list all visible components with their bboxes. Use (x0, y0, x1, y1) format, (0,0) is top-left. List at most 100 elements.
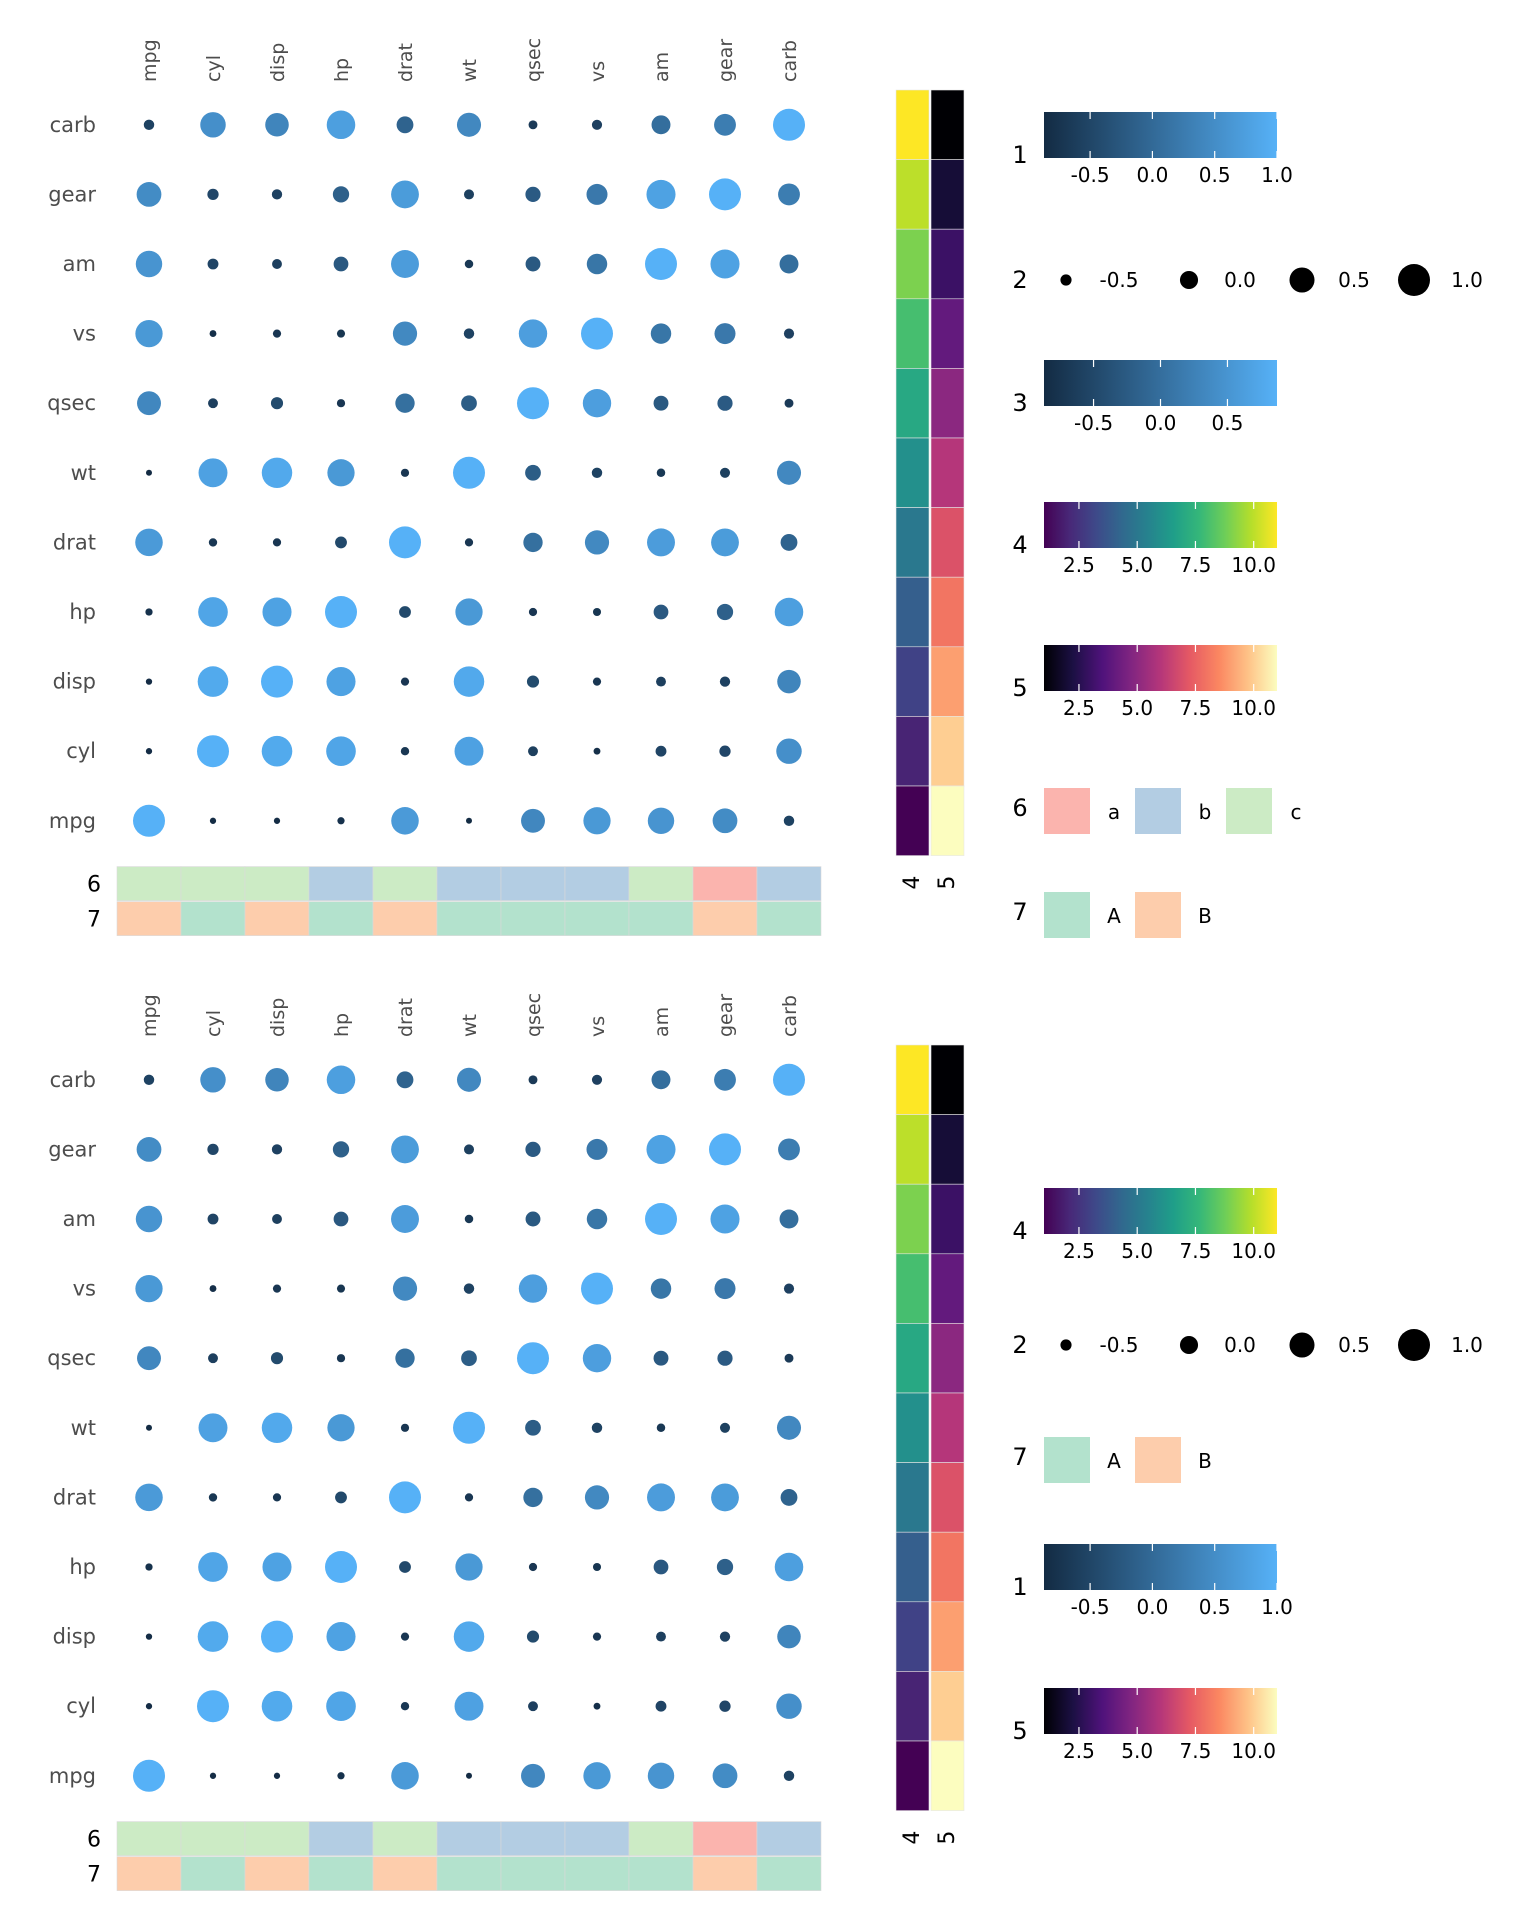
annotation-5-cell (930, 1253, 965, 1324)
annotation-6-cell (372, 1821, 438, 1856)
correlation-dot (778, 1138, 800, 1161)
colorbar-tick-label: 5.0 (1121, 1739, 1153, 1763)
correlation-dot (717, 395, 733, 411)
row-label: am (63, 1207, 96, 1231)
legend-1: 1 -0.5 0.0 0.5 1.0 (1012, 1544, 1293, 1619)
correlation-dot (586, 253, 608, 275)
annotation-7-cell (116, 901, 182, 936)
correlation-dot (197, 735, 229, 768)
correlation-dot (525, 464, 541, 481)
column-label: cyl (203, 55, 225, 82)
correlation-dot (209, 817, 217, 824)
correlation-dot (463, 1144, 475, 1155)
correlation-dot (198, 1413, 228, 1443)
correlation-dot (656, 676, 666, 687)
column-label: am (651, 1007, 673, 1037)
correlation-dot (135, 528, 163, 557)
correlation-dot (719, 1422, 731, 1433)
legend-key-label: b (1199, 800, 1212, 824)
correlation-dot (336, 1284, 346, 1293)
correlation-dot (774, 597, 804, 627)
correlation-dot (655, 1700, 667, 1712)
annotation-6-cell (564, 1821, 630, 1856)
correlation-dot (776, 738, 802, 764)
correlation-dot (392, 1276, 418, 1301)
correlation-dot (208, 1353, 218, 1364)
correlation-dot (464, 1493, 474, 1502)
legend-key-swatch (1226, 788, 1272, 834)
legend-7: 7 A B (1012, 1437, 1212, 1483)
annotation-6-cell (628, 1821, 694, 1856)
correlation-dot (463, 1283, 475, 1294)
legend-title: 7 (1012, 898, 1027, 926)
size-key-dot (1398, 264, 1430, 296)
legend-key-label: c (1291, 800, 1302, 824)
colorbar (1044, 112, 1277, 158)
correlation-dot (714, 323, 736, 345)
correlation-dot (719, 1631, 731, 1642)
annotation-4-cell (895, 646, 930, 717)
correlation-dot (209, 330, 217, 338)
size-key-dot (1398, 1329, 1430, 1361)
size-key-dot (1179, 1335, 1199, 1355)
correlation-dot (273, 1772, 281, 1779)
correlation-dot (463, 328, 475, 339)
correlation-dot (399, 606, 411, 618)
correlation-dot (454, 1691, 484, 1721)
correlation-dot (719, 676, 731, 687)
correlation-dot (526, 675, 540, 688)
annotation-5-cell (930, 646, 965, 717)
annotation-7-cell (564, 1856, 630, 1891)
correlation-dot (586, 1138, 608, 1160)
correlation-dot (784, 398, 794, 408)
annotation-5-cell (930, 437, 965, 508)
correlation-dot (336, 399, 346, 408)
correlation-dot (135, 250, 163, 278)
annotation-6-cell (244, 866, 310, 901)
correlation-dot (200, 1067, 226, 1093)
correlation-dot (137, 391, 161, 416)
correlation-dot (464, 1214, 474, 1224)
correlation-dot (651, 115, 671, 135)
colorbar-tick-label: 0.5 (1199, 1595, 1231, 1619)
annotation-5-cell (930, 1044, 965, 1115)
legend-title: 7 (1012, 1443, 1027, 1471)
correlation-dot (270, 1352, 284, 1365)
correlation-dot (717, 1350, 733, 1366)
correlation-dot (466, 817, 472, 824)
correlation-dot (326, 667, 356, 697)
annotation-7-cell (756, 901, 822, 936)
correlation-dot (656, 468, 666, 478)
annotation-4-cell (895, 1392, 930, 1463)
row-label: gear (48, 1137, 96, 1161)
correlation-dot (143, 1074, 155, 1086)
column-label: vs (587, 61, 609, 82)
correlation-dot (208, 1493, 218, 1502)
correlation-dot (778, 183, 800, 206)
colorbar-tick-label: 7.5 (1180, 1239, 1212, 1263)
correlation-dot (333, 1211, 349, 1227)
correlation-dot (779, 1209, 799, 1229)
colorbar (1044, 645, 1277, 691)
correlation-dot (207, 1213, 219, 1225)
correlation-dot (517, 1342, 549, 1375)
annotation-4-cell (895, 1114, 930, 1185)
correlation-dot (391, 807, 419, 835)
correlation-dot (461, 395, 477, 412)
column-label: qsec (523, 38, 545, 82)
correlation-dot (710, 249, 740, 279)
annotation-7-cell (564, 901, 630, 936)
annotation-4-cell (895, 1183, 930, 1255)
correlation-dot (647, 1483, 675, 1512)
correlation-dot (709, 1133, 741, 1166)
size-key-label: 0.5 (1338, 1333, 1370, 1357)
correlation-dot (198, 1552, 228, 1582)
annotation-7-cell (244, 1856, 310, 1891)
annotation-6-cell (500, 866, 566, 901)
correlation-dot (774, 1552, 804, 1582)
annotation-7-cell (436, 901, 502, 936)
correlation-dot (265, 1068, 289, 1092)
correlation-dot (521, 808, 545, 833)
correlation-dot (145, 678, 153, 685)
column-label: qsec (523, 993, 545, 1037)
